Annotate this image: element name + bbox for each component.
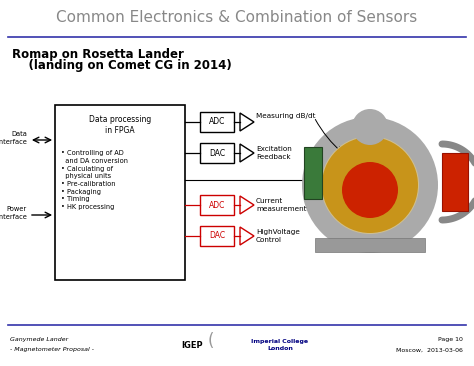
Polygon shape [240,227,254,245]
Circle shape [302,117,438,253]
FancyBboxPatch shape [200,112,234,132]
Text: - Magnetometer Proposal -: - Magnetometer Proposal - [10,347,94,352]
Text: IGEP: IGEP [181,340,203,350]
Text: Ganymede Lander: Ganymede Lander [10,337,68,343]
Text: Power
interface: Power interface [0,206,27,220]
Polygon shape [240,113,254,131]
Text: ADC: ADC [209,201,225,209]
Text: Excitation
Feedback: Excitation Feedback [256,146,292,160]
Circle shape [321,136,419,234]
Text: Measuring dB/dt: Measuring dB/dt [256,113,316,119]
Polygon shape [240,196,254,214]
Text: Data
interface: Data interface [0,131,27,145]
Text: DAC: DAC [209,149,225,157]
FancyBboxPatch shape [304,147,322,199]
Text: Data processing
in FPGA: Data processing in FPGA [89,115,151,135]
Text: Counting: Counting [341,173,374,179]
Text: HighVoltage
Control: HighVoltage Control [256,229,300,243]
Circle shape [322,137,418,233]
FancyBboxPatch shape [442,153,468,211]
Circle shape [352,109,388,145]
Text: Romap on Rosetta Lander: Romap on Rosetta Lander [12,48,184,61]
Text: DAC: DAC [209,232,225,240]
Circle shape [342,162,398,218]
Text: Page 10: Page 10 [438,337,463,343]
Text: (: ( [208,332,214,350]
FancyBboxPatch shape [55,105,185,280]
Text: Common Electronics & Combination of Sensors: Common Electronics & Combination of Sens… [56,11,418,26]
Text: Moscow,  2013-03-06: Moscow, 2013-03-06 [396,347,463,352]
FancyBboxPatch shape [315,238,425,252]
Polygon shape [240,144,254,162]
Text: ADC: ADC [209,117,225,127]
Text: • Controlling of AD
  and DA conversion
• Calculating of
  physical units
• Pre-: • Controlling of AD and DA conversion • … [61,150,128,210]
Text: Imperial College
London: Imperial College London [251,339,309,351]
FancyBboxPatch shape [200,226,234,246]
Text: Current
measurement: Current measurement [256,198,307,212]
FancyBboxPatch shape [200,195,234,215]
FancyBboxPatch shape [200,143,234,163]
Text: (landing on Comet CG in 2014): (landing on Comet CG in 2014) [12,59,232,72]
